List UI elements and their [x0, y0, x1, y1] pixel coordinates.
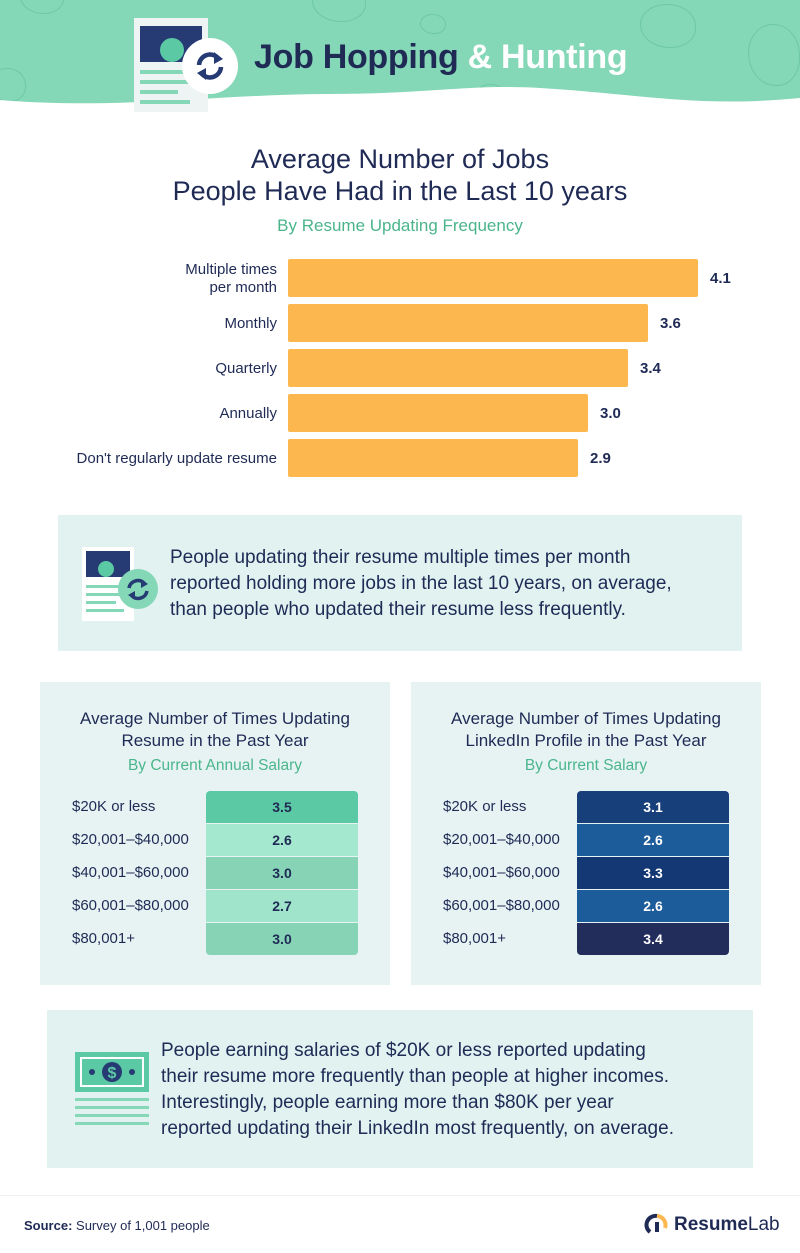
money-bill-icon: $ [75, 1052, 149, 1125]
value-label: 3.0 [600, 405, 621, 422]
resume-updates-table: Average Number of Times Updating Resume … [40, 682, 390, 985]
svg-text:$: $ [108, 1065, 117, 1082]
value-cell: 3.4 [577, 923, 729, 955]
chart-title-line-2: People Have Had in the Last 10 years [172, 176, 628, 206]
value-label: 2.9 [590, 450, 611, 467]
salary-label: $60,001–$80,000 [443, 897, 560, 914]
salary-label: $20K or less [443, 798, 527, 815]
decorative-blob [640, 4, 696, 48]
category-label: Monthly [224, 315, 277, 332]
value-label: 3.6 [660, 315, 681, 332]
table-title: Average Number of Times Updating LinkedI… [451, 709, 721, 750]
header-banner: Job Hopping & Hunting [0, 0, 800, 112]
callout-text: People updating their resume multiple ti… [170, 547, 672, 620]
category-label: Multiple times per month [185, 261, 277, 296]
bar [288, 304, 648, 342]
table-subtitle: By Current Salary [524, 757, 648, 774]
value-cell: 3.3 [577, 857, 729, 889]
table-subtitle: By Current Annual Salary [127, 757, 303, 774]
page-title: Job Hopping & Hunting [254, 38, 628, 76]
decorative-blob [20, 0, 64, 14]
category-label: Quarterly [215, 360, 277, 377]
table-row: $20K or less 3.1 [411, 791, 761, 823]
callout-resume-frequency: People updating their resume multiple ti… [58, 515, 742, 651]
table-row: $40,001–$60,000 3.3 [411, 857, 761, 889]
salary-label: $40,001–$60,000 [72, 864, 189, 881]
bar [288, 349, 628, 387]
table-row: $60,001–$80,000 2.7 [40, 890, 390, 922]
chart-title-line-1: Average Number of Jobs [250, 144, 550, 174]
decorative-blob [312, 0, 366, 22]
resume-refresh-icon [82, 547, 158, 621]
table-row: $60,001–$80,000 2.6 [411, 890, 761, 922]
footer: Source: Survey of 1,001 people ResumeLab [0, 1195, 800, 1253]
salary-label: $40,001–$60,000 [443, 864, 560, 881]
decorative-blob [420, 14, 446, 34]
header-wave [0, 87, 800, 112]
table-row: $80,001+ 3.0 [40, 923, 390, 955]
value-cell: 2.6 [577, 824, 729, 856]
callout-salary: $ People earning salaries of $20K or les… [47, 1010, 753, 1168]
salary-label: $80,001+ [72, 930, 135, 947]
table-row: $40,001–$60,000 3.0 [40, 857, 390, 889]
chart-subtitle: By Resume Updating Frequency [277, 216, 523, 235]
value-cell: 2.7 [206, 890, 358, 922]
linkedin-updates-table: Average Number of Times Updating LinkedI… [411, 682, 761, 985]
category-label: Annually [219, 405, 277, 422]
salary-label: $60,001–$80,000 [72, 897, 189, 914]
table-row: $80,001+ 3.4 [411, 923, 761, 955]
resumelab-logo-icon [644, 1213, 668, 1234]
table-row: $20K or less 3.5 [40, 791, 390, 823]
category-label: Don't regularly update resume [77, 450, 277, 467]
salary-label: $20,001–$40,000 [443, 831, 560, 848]
value-cell: 3.0 [206, 857, 358, 889]
source-note: Source: Survey of 1,001 people [24, 1218, 210, 1233]
table-title: Average Number of Times Updating Resume … [80, 709, 350, 750]
value-cell: 3.1 [577, 791, 729, 823]
table-row: $20,001–$40,000 2.6 [411, 824, 761, 856]
bar [288, 259, 698, 297]
value-cell: 3.5 [206, 791, 358, 823]
value-label: 3.4 [640, 360, 662, 377]
salary-label: $20,001–$40,000 [72, 831, 189, 848]
table-row: $20,001–$40,000 2.6 [40, 824, 390, 856]
value-cell: 2.6 [577, 890, 729, 922]
refresh-icon [182, 38, 238, 94]
jobs-bar-chart: Multiple times per month 4.1 Monthly 3.6 Quar… [77, 259, 731, 477]
salary-label: $80,001+ [443, 930, 506, 947]
bar [288, 439, 578, 477]
value-label: 4.1 [710, 270, 731, 287]
callout-text: People earning salaries of $20K or less … [161, 1040, 674, 1139]
bar [288, 394, 588, 432]
value-cell: 2.6 [206, 824, 358, 856]
salary-label: $20K or less [72, 798, 156, 815]
value-cell: 3.0 [206, 923, 358, 955]
